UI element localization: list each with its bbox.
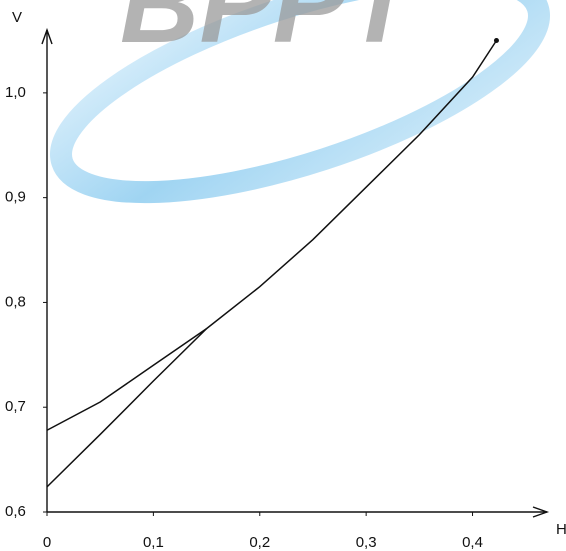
data-line bbox=[46, 40, 498, 431]
x-axis-arrow bbox=[532, 506, 550, 518]
x-tick-label: 0,4 bbox=[462, 534, 483, 551]
y-axis-arrow bbox=[41, 27, 53, 45]
watermark-ring bbox=[50, 0, 550, 204]
watermark-text: BPPT bbox=[120, 0, 421, 66]
x-tick-label: 0,2 bbox=[249, 534, 270, 551]
watermark: BPPT bbox=[50, 0, 550, 204]
end-point bbox=[493, 37, 499, 43]
y-tick-label: 0,6 bbox=[5, 503, 26, 520]
y-axis-label: V bbox=[12, 9, 22, 26]
data-line bbox=[46, 328, 208, 488]
y-tick-label: 1,0 bbox=[5, 84, 26, 101]
x-tick-label: 0,3 bbox=[356, 534, 377, 551]
y-tick-label: 0,8 bbox=[5, 293, 26, 310]
x-tick-label: 0 bbox=[43, 534, 51, 551]
y-tick-label: 0,9 bbox=[5, 189, 26, 206]
x-axis-label: H bbox=[556, 521, 566, 538]
y-tick-label: 0,7 bbox=[5, 398, 26, 415]
x-tick-label: 0,1 bbox=[143, 534, 164, 551]
